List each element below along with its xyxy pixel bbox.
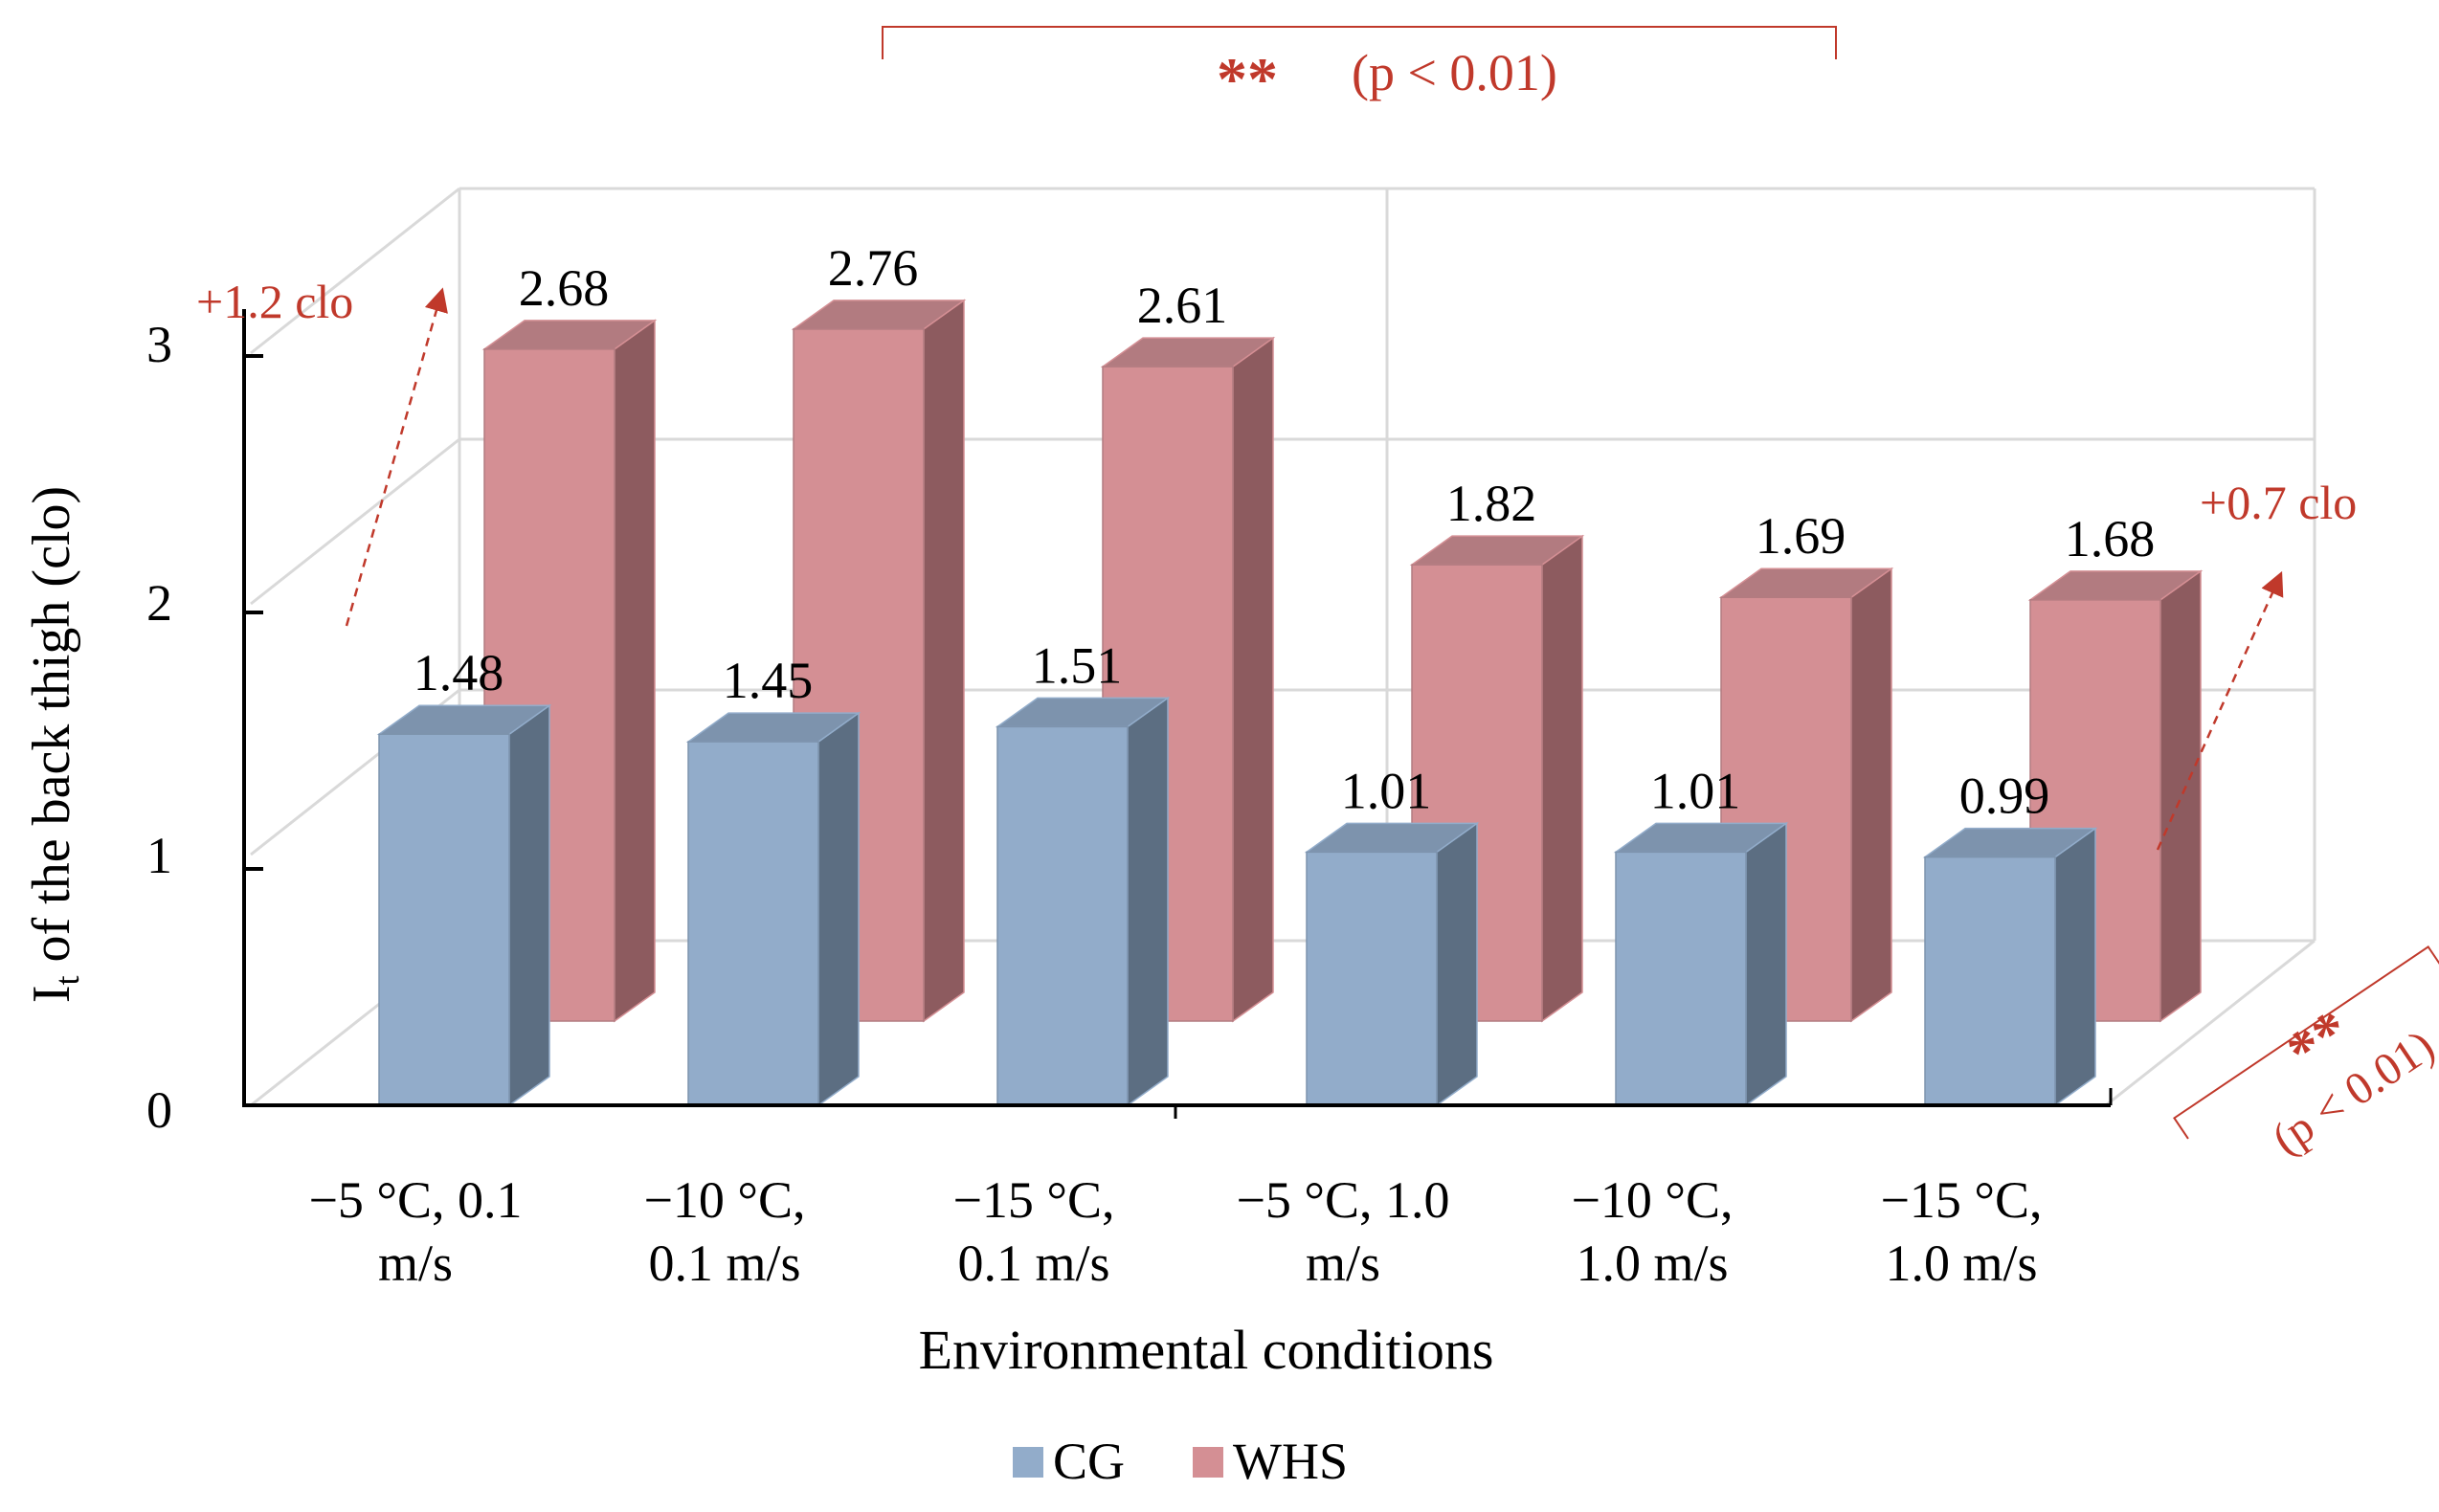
cg-bar-4: 1.01 xyxy=(1304,762,1480,1107)
x-tick-label-5: −10 °C, 1.0 m/s xyxy=(1571,1171,1733,1292)
cg-bar-1-value-label: 1.48 xyxy=(414,644,504,701)
legend-swatch-cg xyxy=(1013,1447,1043,1478)
cg-bar-2-front xyxy=(687,741,819,1106)
chart-grid xyxy=(250,187,2316,1107)
cg-bar-3-value-label: 1.51 xyxy=(1032,636,1123,694)
significance-top-stars: ** xyxy=(1217,45,1278,113)
x-tick-label-1: −5 °C, 0.1 m/s xyxy=(308,1171,522,1292)
cg-bar-5-value-label: 1.01 xyxy=(1650,762,1741,819)
whs-bar-4-side xyxy=(1541,534,1583,1023)
x-tick-label-2: −10 °C, 0.1 m/s xyxy=(643,1171,805,1292)
cg-bar-3-front xyxy=(996,725,1129,1106)
whs-bar-6-value-label: 1.68 xyxy=(2065,510,2156,567)
whs-bar-2-value-label: 2.76 xyxy=(828,239,919,297)
x-tick-label-3-line-1: −15 °C, xyxy=(952,1171,1114,1229)
difference-right-label: +0.7 clo xyxy=(2200,476,2357,529)
cg-bar-1-front xyxy=(378,733,510,1106)
x-tick-label-4-line-2: m/s xyxy=(1306,1234,1380,1292)
whs-bar-2-side xyxy=(923,299,965,1023)
cg-bar-3-side xyxy=(1127,696,1169,1107)
y-tick-label-1: 1 xyxy=(146,827,172,884)
whs-bar-5-value-label: 1.69 xyxy=(1756,507,1846,565)
cg-bar-1: 1.48 xyxy=(376,644,552,1107)
grid-line-floor-right xyxy=(2105,939,2316,1107)
cg-bar-4-side xyxy=(1436,821,1478,1107)
cg-bar-6: 0.99 xyxy=(1922,767,2098,1107)
cg-bar-4-value-label: 1.01 xyxy=(1341,762,1432,819)
whs-bar-4-value-label: 1.82 xyxy=(1446,475,1537,532)
whs-bar-3-side xyxy=(1232,336,1274,1023)
significance-right-bracket xyxy=(2173,945,2439,1140)
whs-bar-5-side xyxy=(1850,567,1892,1023)
cg-bar-6-side xyxy=(2054,827,2096,1107)
x-axis-tick-labels: −5 °C, 0.1 m/s−10 °C, 0.1 m/s−15 °C, 0.1 m/… xyxy=(308,1171,2042,1292)
legend-label-whs: WHS xyxy=(1233,1433,1348,1490)
difference-left-arrow xyxy=(345,287,448,627)
cg-bar-5-side xyxy=(1745,821,1787,1107)
grid-line-side xyxy=(250,437,460,606)
x-tick-label-5-line-2: 1.0 m/s xyxy=(1576,1234,1728,1292)
x-tick-label-5-line-1: −10 °C, xyxy=(1571,1171,1733,1229)
y-axis-title-subscript: t xyxy=(48,975,86,985)
whs-bar-6-side xyxy=(2159,569,2202,1023)
whs-series: 2.68 2.76 2.61 1.82 1.69 1.68 xyxy=(481,239,2204,1023)
legend-swatch-whs xyxy=(1193,1447,1223,1478)
y-axis-title-main: I xyxy=(22,985,81,1003)
x-tick-label-4-line-1: −5 °C, 1.0 xyxy=(1236,1171,1449,1229)
x-tick-label-2-line-1: −10 °C, xyxy=(643,1171,805,1229)
x-tick-label-3: −15 °C, 0.1 m/s xyxy=(952,1171,1114,1292)
y-tick-label-0: 0 xyxy=(146,1081,172,1139)
whs-bar-1-value-label: 2.68 xyxy=(519,259,610,317)
cg-bar-6-front xyxy=(1924,856,2056,1106)
y-tick-label-3: 3 xyxy=(146,316,172,373)
x-tick-label-6-line-2: 1.0 m/s xyxy=(1885,1234,2037,1292)
cg-bar-3: 1.51 xyxy=(995,636,1171,1107)
axes: 0 1 2 3 xyxy=(146,309,2113,1139)
whs-bar-3-value-label: 2.61 xyxy=(1137,277,1228,334)
x-tick-label-6-line-1: −15 °C, xyxy=(1880,1171,2042,1229)
cg-series: 1.48 1.45 1.51 1.01 1.01 0.99 xyxy=(376,636,2098,1107)
x-tick-label-6: −15 °C, 1.0 m/s xyxy=(1880,1171,2042,1292)
x-axis-title: Environmental conditions xyxy=(919,1319,1494,1381)
difference-right: +0.7 clo xyxy=(2156,476,2357,851)
difference-right-arrow xyxy=(2156,570,2284,851)
legend-label-cg: CG xyxy=(1053,1433,1125,1490)
significance-top: ** (p < 0.01) xyxy=(882,26,1837,113)
legend: CG WHS xyxy=(1013,1433,1348,1490)
x-tick-label-4: −5 °C, 1.0 m/s xyxy=(1236,1171,1449,1292)
x-tick-label-1-line-1: −5 °C, 0.1 xyxy=(308,1171,522,1229)
cg-bar-2-side xyxy=(817,711,860,1107)
cg-bar-5: 1.01 xyxy=(1613,762,1789,1107)
whs-bar-1-side xyxy=(614,319,656,1023)
y-axis-title: It of the back thigh (clo) xyxy=(22,486,86,1003)
difference-left: +1.2 clo xyxy=(196,275,448,627)
y-axis-title-rest: of the back thigh (clo) xyxy=(22,486,81,976)
difference-left-label: +1.2 clo xyxy=(196,275,353,328)
cg-bar-1-side xyxy=(508,703,550,1107)
x-tick-label-2-line-2: 0.1 m/s xyxy=(648,1234,800,1292)
cg-bar-2: 1.45 xyxy=(685,652,861,1107)
significance-top-p: (p < 0.01) xyxy=(1352,44,1557,101)
x-tick-label-3-line-2: 0.1 m/s xyxy=(957,1234,1109,1292)
cg-bar-5-front xyxy=(1615,851,1747,1106)
grid-line-side xyxy=(250,187,460,355)
significance-top-bracket xyxy=(882,26,1837,59)
y-tick-label-2: 2 xyxy=(146,574,172,632)
cg-bar-2-value-label: 1.45 xyxy=(723,652,814,709)
cg-bar-4-front xyxy=(1306,851,1438,1106)
significance-right: ** (p < 0.01) xyxy=(2173,945,2439,1165)
x-tick-label-1-line-2: m/s xyxy=(378,1234,453,1292)
cg-bar-6-value-label: 0.99 xyxy=(1959,767,2050,825)
